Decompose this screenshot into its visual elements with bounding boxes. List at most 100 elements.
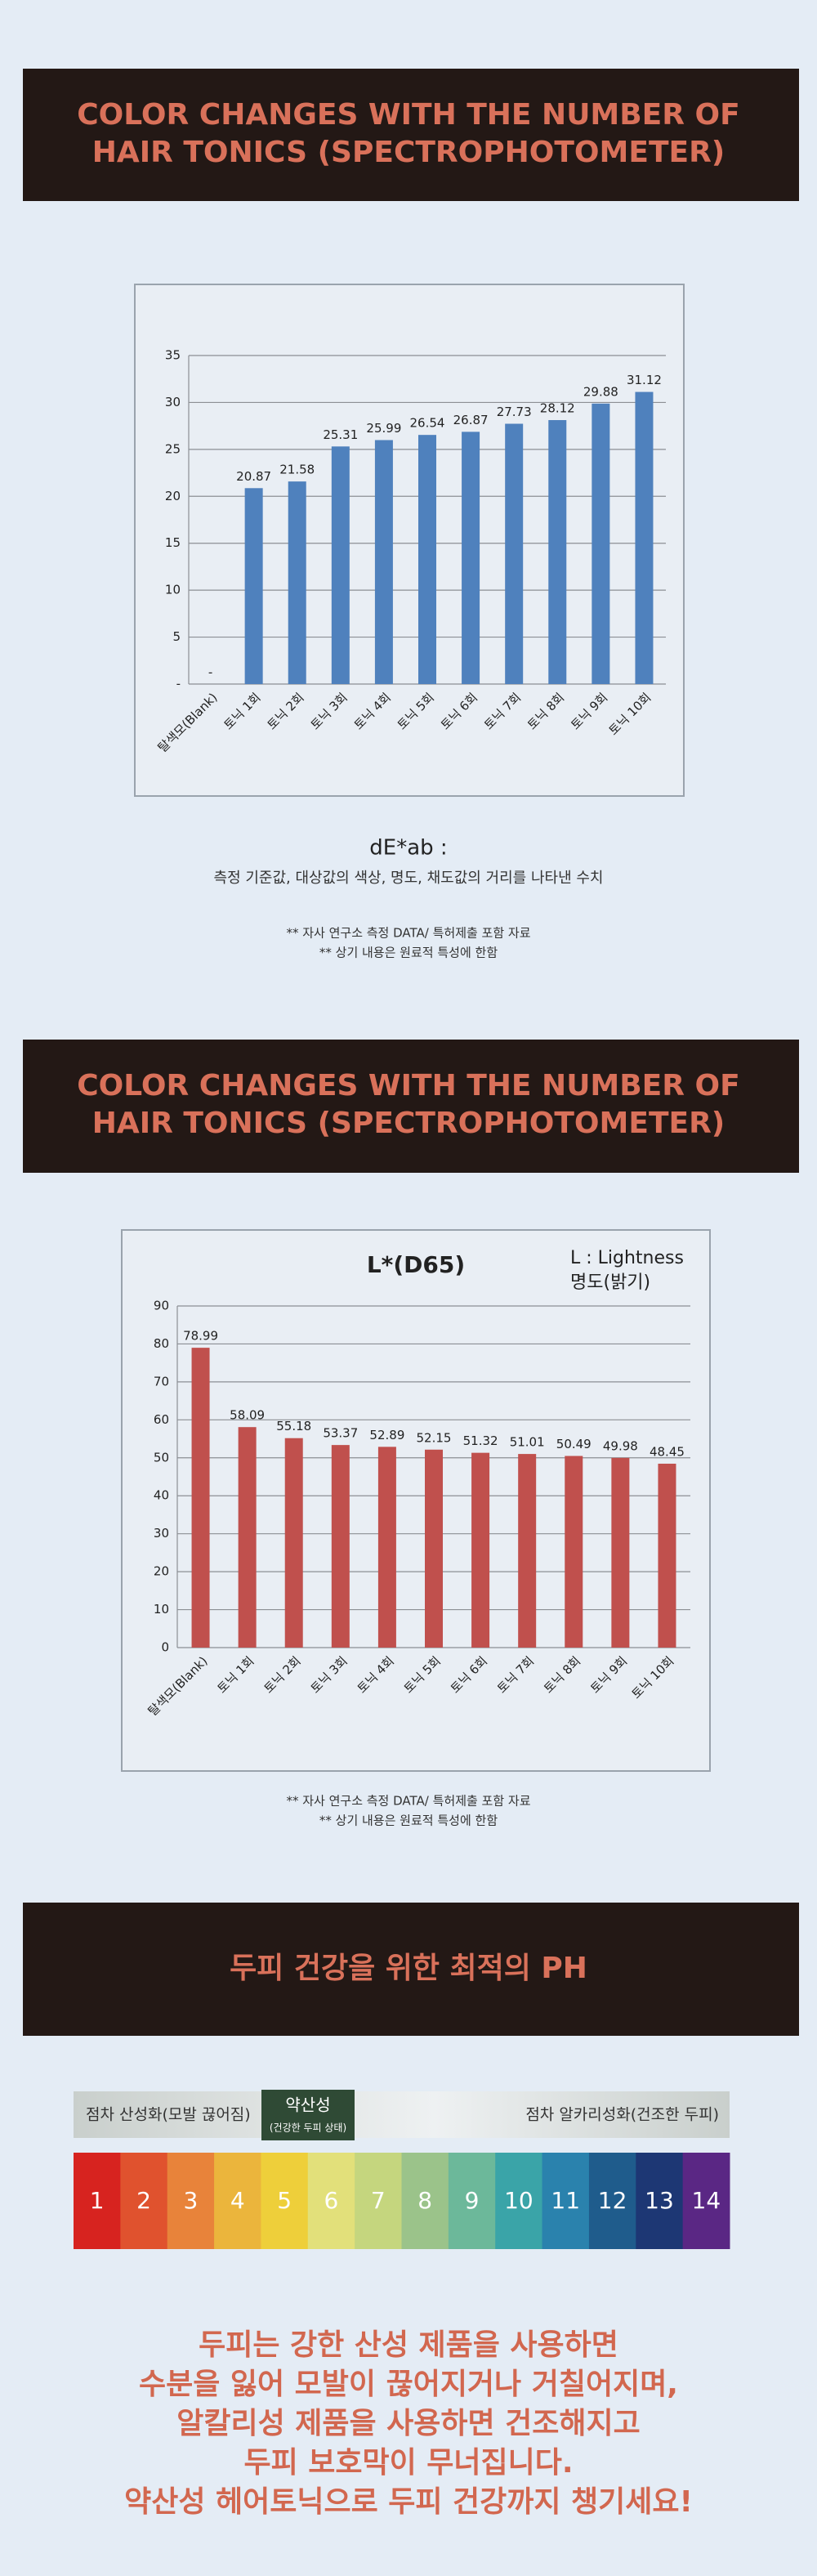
ph-cell — [682, 2153, 730, 2249]
bar — [244, 488, 263, 684]
value-label: 52.15 — [417, 1430, 452, 1445]
value-label: 26.54 — [410, 416, 445, 431]
bar — [658, 1463, 676, 1648]
ph-cell — [542, 2153, 590, 2249]
bar — [377, 1447, 396, 1648]
y-tick-label: 30 — [154, 1526, 169, 1541]
note: ** 자사 연구소 측정 DATA/ 특허제출 포함 자료 — [286, 1794, 530, 1809]
banner-title: COLOR CHANGES WITH THE NUMBER OF HAIR TON… — [77, 98, 739, 169]
y-tick-label: 20 — [154, 1564, 169, 1579]
ph-level: 13 — [645, 2187, 674, 2214]
bar — [284, 1438, 303, 1648]
bar — [331, 446, 350, 684]
ph-level: 4 — [230, 2187, 245, 2214]
ph-center-sub: (건강한 두피 상태) — [270, 2122, 346, 2134]
message-line: 두피는 강한 산성 제품을 사용하면 — [199, 2328, 618, 2362]
ph-level: 7 — [371, 2187, 386, 2214]
message-line: 수분을 잃어 모발이 끊어지거나 거칠어지며, — [139, 2368, 678, 2401]
banner-bg — [23, 1903, 799, 2036]
value-label: 55.18 — [276, 1419, 311, 1433]
message-line: 알칼리성 제품을 사용하면 건조해지고 — [176, 2407, 641, 2440]
ph-level: 10 — [504, 2187, 534, 2214]
value-label: 20.87 — [236, 469, 271, 484]
value-label: 78.99 — [183, 1329, 218, 1344]
y-tick-label: 10 — [154, 1602, 169, 1617]
ph-cell — [588, 2153, 636, 2249]
y-tick-label: 25 — [165, 441, 181, 456]
ph-level: 11 — [551, 2187, 580, 2214]
ph-level: 14 — [692, 2187, 721, 2214]
y-tick-label: 35 — [165, 348, 181, 363]
bar — [191, 1348, 210, 1648]
value-label: 53.37 — [323, 1426, 358, 1441]
ph-header — [74, 2091, 730, 2138]
value-label: 28.12 — [540, 401, 575, 416]
value-label: 50.49 — [556, 1437, 592, 1451]
annotation: L : Lightness — [570, 1248, 684, 1268]
ph-center: 약산성 — [285, 2095, 330, 2115]
value-label: 48.45 — [650, 1444, 685, 1459]
message-line: 두피 보호막이 무너집니다. — [243, 2446, 573, 2480]
ph-cell — [307, 2153, 355, 2249]
y-tick-label: 15 — [165, 535, 181, 550]
bar — [565, 1456, 583, 1648]
ph-level: 5 — [277, 2187, 292, 2214]
value-label: 51.32 — [463, 1433, 498, 1448]
y-tick-label: - — [176, 677, 181, 691]
caption-text: 측정 기준값, 대상값의 색상, 명도, 채도값의 거리를 나타낸 수치 — [214, 870, 604, 887]
bar — [635, 391, 654, 684]
ph-level: 2 — [136, 2187, 151, 2214]
value-label: 27.73 — [497, 405, 532, 419]
value-label: - — [208, 665, 212, 680]
note: ** 상기 내용은 원료적 특성에 한함 — [319, 1813, 498, 1828]
y-tick-label: 5 — [172, 629, 181, 644]
y-tick-label: 10 — [165, 583, 181, 597]
ph-cell — [355, 2153, 402, 2249]
ph-level: 6 — [324, 2187, 339, 2214]
ph-cell — [120, 2153, 168, 2249]
bar — [238, 1427, 257, 1648]
ph-cell — [495, 2153, 543, 2249]
value-label: 58.09 — [230, 1408, 265, 1423]
ph-cell — [214, 2153, 261, 2249]
y-tick-label: 30 — [165, 395, 181, 409]
ph-level: 12 — [598, 2187, 627, 2214]
ph-level: 9 — [465, 2187, 480, 2214]
bar — [288, 481, 306, 684]
value-label: 49.98 — [603, 1438, 638, 1453]
value-label: 52.89 — [369, 1428, 404, 1442]
ph-level: 3 — [183, 2187, 198, 2214]
bar — [418, 435, 436, 684]
y-tick-label: 70 — [154, 1374, 169, 1389]
bar — [611, 1457, 630, 1648]
bar — [331, 1445, 350, 1648]
ph-cell — [167, 2153, 215, 2249]
y-tick-label: 40 — [154, 1488, 169, 1503]
bar — [505, 423, 524, 684]
ph-level: 8 — [417, 2187, 432, 2214]
ph-right: 점차 알카리성화(건조한 두피) — [525, 2106, 719, 2124]
ph-center-box — [261, 2090, 355, 2140]
ph-cell — [74, 2153, 121, 2249]
value-label: 51.01 — [510, 1435, 545, 1450]
note: ** 상기 내용은 원료적 특성에 한함 — [319, 946, 498, 960]
y-tick-label: 0 — [161, 1640, 169, 1655]
bar — [548, 420, 567, 684]
ph-cell — [401, 2153, 449, 2249]
message-line: 약산성 헤어토닉으로 두피 건강까지 챙기세요! — [124, 2485, 693, 2519]
value-label: 26.87 — [453, 413, 489, 427]
bar — [374, 440, 393, 684]
bar — [425, 1449, 443, 1648]
banner-bg — [23, 69, 799, 201]
y-tick-label: 50 — [154, 1450, 169, 1465]
value-label: 21.58 — [279, 463, 315, 477]
bar — [471, 1452, 490, 1648]
annotation: 명도(밝기) — [570, 1272, 650, 1293]
ph-cell — [448, 2153, 496, 2249]
y-tick-label: 20 — [165, 489, 181, 503]
bar — [592, 403, 610, 684]
value-label: 25.99 — [366, 421, 401, 436]
banner-title: COLOR CHANGES WITH THE NUMBER OF HAIR TON… — [77, 1069, 739, 1140]
chart-title: L*(D65) — [367, 1251, 465, 1278]
